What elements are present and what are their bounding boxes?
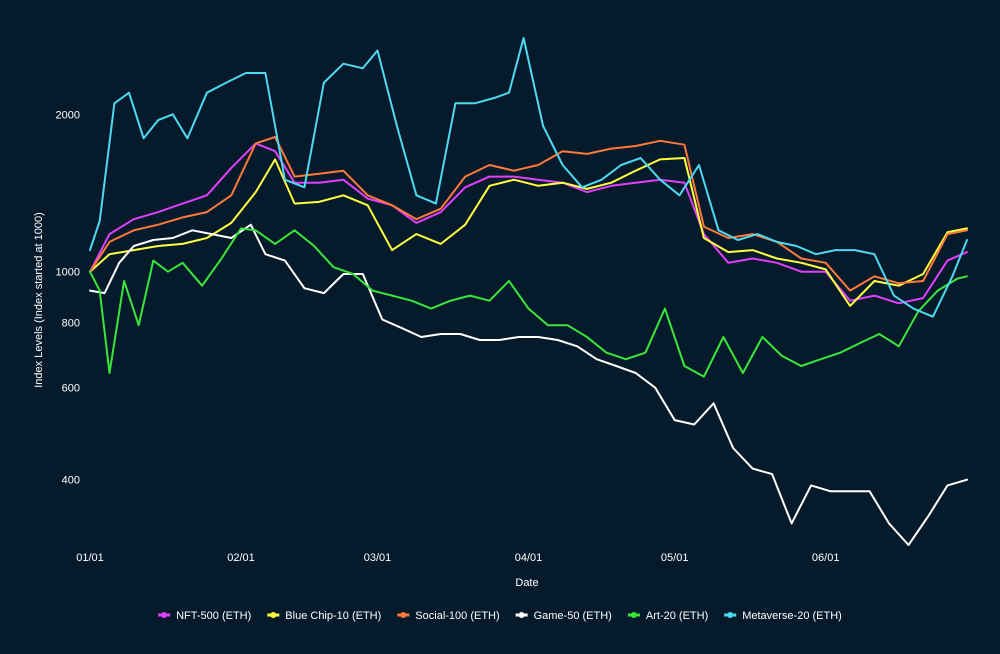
legend-label: Art-20 (ETH) bbox=[646, 610, 708, 622]
legend-marker bbox=[161, 612, 168, 618]
legend: NFT-500 (ETH) Blue Chip-10 (ETH) Social-10… bbox=[158, 610, 842, 622]
legend-label: Game-50 (ETH) bbox=[534, 610, 612, 622]
x-tick-label: 05/01 bbox=[661, 552, 689, 564]
legend-marker bbox=[400, 612, 407, 618]
y-axis: 400 600 800 1000 2000 bbox=[56, 109, 80, 486]
x-axis: 01/01 02/01 03/01 04/01 05/01 06/01 bbox=[76, 552, 839, 564]
legend-item[interactable]: Social-100 (ETH) bbox=[397, 610, 500, 622]
series-line-6 bbox=[89, 37, 968, 318]
legend-item[interactable]: Blue Chip-10 (ETH) bbox=[267, 610, 381, 622]
y-tick-label: 400 bbox=[62, 475, 80, 487]
x-tick-label: 01/01 bbox=[76, 552, 104, 564]
x-tick-label: 03/01 bbox=[364, 552, 392, 564]
legend-item[interactable]: Metaverse-20 (ETH) bbox=[724, 610, 842, 622]
series-line-4 bbox=[89, 223, 968, 546]
legend-marker bbox=[727, 612, 734, 618]
series-line-2 bbox=[89, 157, 968, 307]
legend-label: Blue Chip-10 (ETH) bbox=[285, 610, 381, 622]
legend-marker bbox=[518, 612, 525, 618]
y-tick-label: 2000 bbox=[56, 109, 80, 121]
y-tick-label: 1000 bbox=[56, 267, 80, 279]
legend-label: Metaverse-20 (ETH) bbox=[742, 610, 842, 622]
x-tick-label: 06/01 bbox=[812, 552, 840, 564]
series-layer bbox=[89, 37, 968, 546]
y-axis-title: Index Levels (Index started at 1000) bbox=[33, 212, 45, 388]
y-tick-label: 800 bbox=[62, 317, 80, 329]
x-tick-label: 04/01 bbox=[515, 552, 543, 564]
legend-item[interactable]: Art-20 (ETH) bbox=[627, 610, 708, 622]
series-line-5 bbox=[89, 227, 968, 378]
y-tick-label: 600 bbox=[62, 383, 80, 395]
x-axis-title: Date bbox=[515, 577, 538, 589]
series-line-1 bbox=[89, 142, 968, 305]
legend-label: NFT-500 (ETH) bbox=[176, 610, 251, 622]
legend-item[interactable]: NFT-500 (ETH) bbox=[158, 610, 251, 622]
legend-label: Social-100 (ETH) bbox=[415, 610, 499, 622]
legend-marker bbox=[270, 612, 277, 618]
legend-marker bbox=[630, 612, 637, 618]
x-tick-label: 02/01 bbox=[227, 552, 255, 564]
legend-item[interactable]: Game-50 (ETH) bbox=[515, 610, 612, 622]
series-line-3 bbox=[89, 136, 968, 292]
